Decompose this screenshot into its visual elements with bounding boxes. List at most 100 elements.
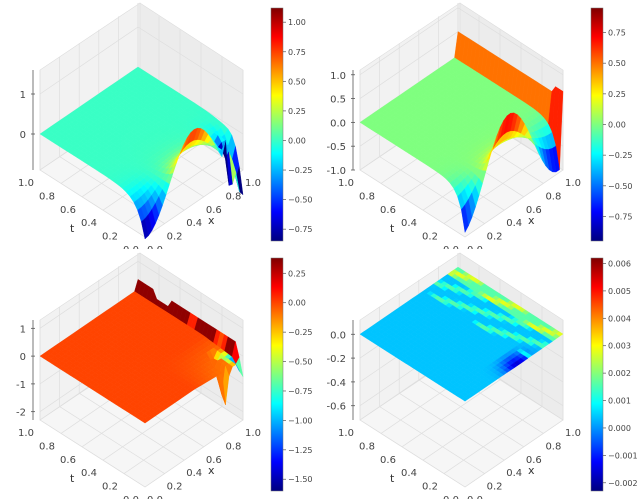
x-tick-label: 0.8 <box>225 191 241 202</box>
x-tick-label: 0.2 <box>487 482 503 493</box>
z-tick-label: 0.5 <box>330 95 346 106</box>
axes: 0.0-0.2-0.4-0.60.00.20.40.60.81.00.00.20… <box>326 320 581 499</box>
t-tick-label: 0.4 <box>401 218 417 229</box>
axes: 1.00.50.0-0.5-1.00.00.20.40.60.81.00.00.… <box>326 70 581 249</box>
t-tick-label: 1.0 <box>338 428 354 439</box>
colorbar-tick-label: −0.25 <box>608 151 633 160</box>
axes: 10-1-20.00.20.40.60.81.00.00.20.40.60.81… <box>16 320 261 499</box>
z-tick-label: -0.6 <box>326 402 346 413</box>
t-tick-label: 0.8 <box>39 441 55 452</box>
colorbar-tick-label: −0.75 <box>288 387 313 396</box>
x-tick-label: 1.0 <box>245 428 261 439</box>
x-tick-label: 1.0 <box>565 428 581 439</box>
x-tick-label: 0.4 <box>506 468 522 479</box>
colorbar: 0.25 0.00 −0.25 −0.50 −0.75 −1.00 −1.25 −1.50 <box>270 257 313 492</box>
x-tick-label: 0.8 <box>225 441 241 452</box>
t-tick-label: 1.0 <box>18 428 34 439</box>
colorbar-tick-label: −1.25 <box>288 446 313 455</box>
x-tick-label: 0.6 <box>206 455 222 466</box>
surface-plot-canvas: 10-1-20.00.20.40.60.81.00.00.20.40.60.81… <box>16 252 313 499</box>
z-tick-label: 0 <box>20 352 26 363</box>
t-tick-label: 0.6 <box>60 455 76 466</box>
colorbar-tick-label: 0.000 <box>608 424 631 433</box>
z-tick-label: 0.0 <box>330 118 346 129</box>
colorbar-tick-label: 0.001 <box>608 397 631 406</box>
colorbar-tick-label: 0.004 <box>608 314 631 323</box>
x-tick-label: 0.8 <box>545 441 561 452</box>
t-tick-label: 0.2 <box>102 482 118 493</box>
surface-mesh <box>359 266 564 402</box>
t-axis-label: t <box>390 472 395 485</box>
colorbar-tick-label: −0.75 <box>288 225 313 234</box>
colorbar-tick-label: −0.75 <box>608 212 633 221</box>
colorbar-tick-label: −0.25 <box>288 166 313 175</box>
subplot-bottom-left: 10-1-20.00.20.40.60.81.00.00.20.40.60.81… <box>0 250 320 499</box>
colorbar-tick-label: 1.00 <box>288 18 306 27</box>
x-tick-label: 0.6 <box>526 205 542 216</box>
t-tick-label: 0.8 <box>39 191 55 202</box>
colorbar: 0.75 0.50 0.25 0.00 −0.25 −0.50 −0.75 <box>590 7 633 242</box>
t-tick-label: 0.6 <box>380 455 396 466</box>
colorbar-tick-label: 0.25 <box>288 107 306 116</box>
colorbar-tick-label: −1.00 <box>288 416 313 425</box>
z-tick-label: 1.0 <box>330 71 346 82</box>
x-tick-label: 0.0 <box>147 495 163 499</box>
z-tick-label: -0.5 <box>326 142 346 153</box>
colorbar-tick-label: 0.003 <box>608 342 631 351</box>
surface-plot-canvas: 0.0-0.2-0.4-0.60.00.20.40.60.81.00.00.20… <box>326 252 638 499</box>
x-tick-label: 0.0 <box>467 495 483 499</box>
x-tick-label: 0.8 <box>545 191 561 202</box>
t-tick-label: 0.4 <box>81 218 97 229</box>
colorbar: 1.00 0.75 0.50 0.25 0.00 −0.25 −0.50 −0.75 <box>270 7 313 242</box>
z-tick-label: 0 <box>20 130 26 141</box>
colorbar-tick-label: −0.50 <box>288 196 313 205</box>
colorbar-tick-label: −0.002 <box>608 479 638 488</box>
t-tick-label: 1.0 <box>338 178 354 189</box>
z-tick-label: 1 <box>20 324 26 335</box>
z-tick-label: -0.4 <box>326 378 346 389</box>
z-tick-label: -0.2 <box>326 354 346 365</box>
t-tick-label: 0.4 <box>401 468 417 479</box>
x-tick-label: 0.4 <box>186 468 202 479</box>
colorbar-tick-label: 0.005 <box>608 287 631 296</box>
t-tick-label: 0.8 <box>359 441 375 452</box>
colorbar-tick-label: −0.001 <box>608 451 638 460</box>
x-tick-label: 0.2 <box>167 482 183 493</box>
z-tick-label: -2 <box>16 408 26 419</box>
colorbar-tick-label: −0.50 <box>608 182 633 191</box>
colorbar-tick-label: 0.00 <box>288 299 306 308</box>
colorbar-tick-label: 0.00 <box>288 136 306 145</box>
colorbar-tick-label: −0.50 <box>288 358 313 367</box>
t-tick-label: 0.2 <box>422 232 438 243</box>
x-axis-label: x <box>528 214 535 227</box>
x-tick-label: 0.0 <box>147 245 163 249</box>
z-tick-label: 0.0 <box>330 330 346 341</box>
surface-plot-canvas: 010.00.20.40.60.81.00.00.20.40.60.81.0tx… <box>18 2 313 249</box>
x-tick-label: 0.2 <box>167 232 183 243</box>
x-tick-label: 0.2 <box>487 232 503 243</box>
surface-mesh <box>39 66 244 240</box>
x-tick-label: 0.4 <box>506 218 522 229</box>
colorbar-tick-label: 0.006 <box>608 259 631 268</box>
colorbar-tick-label: 0.00 <box>608 121 626 130</box>
t-tick-label: 0.2 <box>422 482 438 493</box>
t-tick-label: 0.0 <box>443 495 459 499</box>
colorbar-tick-label: 0.25 <box>288 269 306 278</box>
colorbar-tick-label: 0.75 <box>608 29 626 38</box>
t-tick-label: 1.0 <box>18 178 34 189</box>
z-tick-label: 1 <box>20 90 26 101</box>
surface-mesh <box>39 279 244 424</box>
x-tick-label: 0.6 <box>526 455 542 466</box>
x-axis-label: x <box>208 464 215 477</box>
t-tick-label: 0.0 <box>123 245 139 249</box>
colorbar-tick-label: −0.25 <box>288 328 313 337</box>
surface-mesh <box>359 31 564 234</box>
x-tick-label: 1.0 <box>245 178 261 189</box>
t-tick-label: 0.6 <box>60 205 76 216</box>
x-axis-label: x <box>528 464 535 477</box>
t-tick-label: 0.4 <box>81 468 97 479</box>
x-tick-label: 0.4 <box>186 218 202 229</box>
colorbar-tick-label: 0.002 <box>608 369 631 378</box>
x-tick-label: 1.0 <box>565 178 581 189</box>
colorbar-tick-label: −1.50 <box>288 475 313 484</box>
